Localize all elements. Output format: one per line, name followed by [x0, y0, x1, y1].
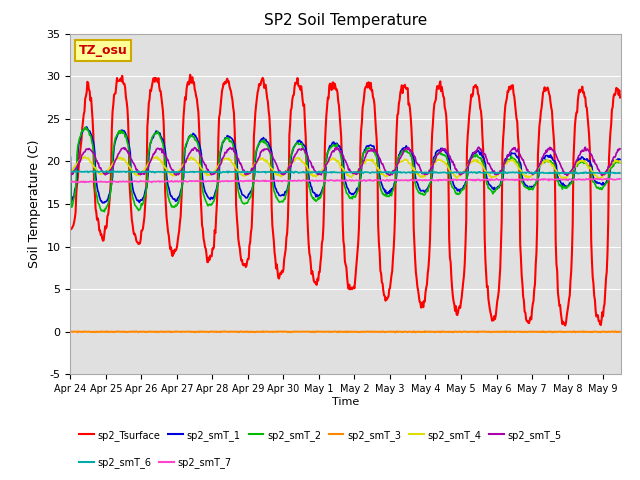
sp2_Tsurface [475, 92, 483, 98]
sp2_Tsurface [143, 124, 151, 130]
sp2_smT_6 [103, 168, 111, 174]
sp2_smT_1 [67, 154, 74, 160]
sp2_Tsurface [68, 224, 76, 230]
sp2_smT_4 [67, 169, 74, 175]
sp2_Tsurface [616, 95, 624, 100]
sp2_smT_4 [68, 168, 76, 174]
sp2_smT_1 [83, 124, 90, 130]
sp2_smT_6 [68, 169, 76, 175]
Line: sp2_smT_1: sp2_smT_1 [70, 127, 620, 203]
sp2_smT_1 [462, 179, 470, 184]
Line: sp2_Tsurface: sp2_Tsurface [70, 75, 620, 325]
sp2_smT_2 [81, 124, 89, 130]
Line: sp2_smT_6: sp2_smT_6 [70, 171, 620, 174]
sp2_smT_5 [598, 172, 606, 178]
Line: sp2_smT_4: sp2_smT_4 [70, 156, 620, 180]
sp2_smT_7 [143, 179, 151, 184]
sp2_smT_6 [302, 169, 310, 175]
Legend: sp2_smT_6, sp2_smT_7: sp2_smT_6, sp2_smT_7 [76, 453, 236, 472]
sp2_smT_3 [476, 329, 483, 335]
sp2_smT_2 [476, 155, 483, 160]
sp2_Tsurface [302, 133, 310, 139]
sp2_Tsurface [186, 72, 194, 78]
sp2_smT_6 [475, 169, 483, 175]
sp2_smT_7 [148, 180, 156, 185]
sp2_smT_6 [461, 169, 469, 175]
sp2_smT_5 [322, 162, 330, 168]
sp2_smT_4 [461, 168, 469, 173]
sp2_smT_7 [475, 177, 483, 182]
sp2_smT_4 [323, 162, 330, 168]
Line: sp2_smT_7: sp2_smT_7 [70, 179, 620, 182]
sp2_smT_7 [585, 176, 593, 181]
sp2_smT_5 [301, 148, 308, 154]
sp2_smT_7 [323, 177, 330, 183]
sp2_smT_3 [322, 329, 330, 335]
Line: sp2_smT_2: sp2_smT_2 [70, 127, 620, 212]
sp2_smT_4 [616, 160, 624, 166]
sp2_smT_3 [67, 329, 74, 335]
sp2_smT_3 [462, 329, 470, 335]
sp2_smT_4 [562, 177, 570, 182]
sp2_smT_6 [144, 169, 152, 175]
sp2_smT_4 [475, 160, 483, 166]
sp2_smT_2 [100, 209, 108, 215]
sp2_smT_1 [68, 194, 76, 200]
sp2_smT_5 [475, 144, 483, 150]
sp2_smT_3 [301, 329, 308, 335]
sp2_smT_1 [323, 153, 331, 158]
Line: sp2_smT_5: sp2_smT_5 [70, 147, 620, 175]
sp2_smT_4 [144, 162, 152, 168]
Line: sp2_smT_3: sp2_smT_3 [70, 331, 620, 332]
sp2_Tsurface [461, 242, 469, 248]
sp2_smT_6 [556, 171, 563, 177]
sp2_smT_7 [68, 179, 76, 185]
sp2_smT_5 [616, 146, 624, 152]
sp2_smT_1 [145, 154, 153, 159]
sp2_smT_1 [476, 151, 483, 156]
sp2_smT_7 [616, 176, 624, 182]
sp2_smT_7 [302, 178, 310, 183]
sp2_smT_2 [68, 202, 76, 208]
sp2_smT_7 [67, 180, 74, 185]
sp2_smT_3 [143, 329, 151, 335]
sp2_smT_1 [303, 149, 310, 155]
sp2_smT_3 [616, 329, 624, 335]
sp2_smT_1 [99, 200, 107, 206]
sp2_Tsurface [561, 323, 569, 328]
sp2_smT_5 [68, 171, 76, 177]
sp2_smT_6 [323, 169, 330, 175]
sp2_smT_5 [67, 172, 74, 178]
Y-axis label: Soil Temperature (C): Soil Temperature (C) [28, 140, 41, 268]
sp2_smT_7 [461, 177, 469, 182]
sp2_smT_2 [323, 150, 331, 156]
sp2_Tsurface [67, 227, 74, 232]
sp2_smT_3 [421, 328, 429, 334]
sp2_smT_6 [67, 168, 74, 174]
sp2_smT_1 [616, 156, 624, 162]
sp2_Tsurface [323, 112, 330, 118]
Text: TZ_osu: TZ_osu [79, 44, 127, 57]
sp2_smT_2 [145, 149, 153, 155]
sp2_smT_6 [616, 170, 624, 176]
sp2_smT_2 [67, 167, 74, 173]
sp2_smT_3 [391, 329, 399, 335]
sp2_smT_5 [143, 167, 151, 172]
Title: SP2 Soil Temperature: SP2 Soil Temperature [264, 13, 428, 28]
sp2_smT_3 [68, 329, 76, 335]
sp2_smT_4 [302, 163, 310, 168]
sp2_smT_2 [616, 160, 624, 166]
sp2_smT_4 [81, 154, 88, 159]
X-axis label: Time: Time [332, 397, 359, 407]
sp2_smT_5 [474, 145, 482, 151]
sp2_smT_2 [303, 155, 310, 161]
sp2_smT_2 [462, 180, 470, 186]
sp2_smT_5 [461, 169, 468, 175]
